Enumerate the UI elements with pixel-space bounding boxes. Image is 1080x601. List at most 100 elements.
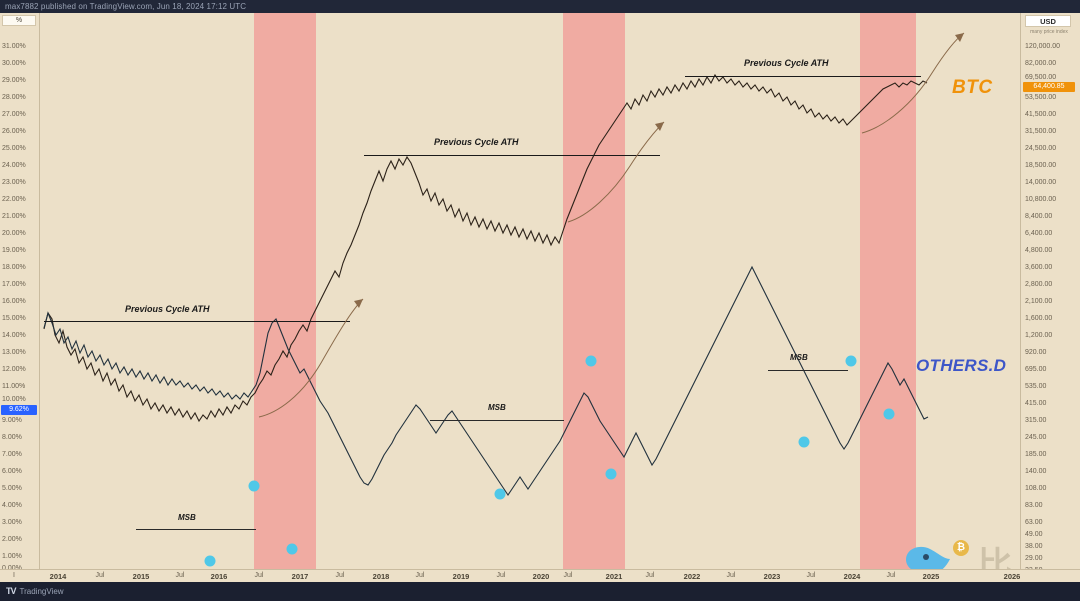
marker-2 xyxy=(248,480,260,492)
left-axis-tick: 23.00% xyxy=(2,179,26,186)
time-axis-tick: Jul xyxy=(726,572,736,579)
others-dominance-series xyxy=(43,265,929,496)
time-axis-tick: 2014 xyxy=(49,572,67,581)
time-axis-tick: I xyxy=(13,572,15,579)
msb-label-1: MSB xyxy=(178,513,196,522)
left-axis-tick: 8.00% xyxy=(2,434,22,441)
left-axis-tick: 18.00% xyxy=(2,264,26,271)
right-axis-current-value: 64,400.85 xyxy=(1023,82,1075,92)
time-axis-tick: 2024 xyxy=(843,572,861,581)
left-axis-tick: 6.00% xyxy=(2,468,22,475)
btc-price-series xyxy=(43,73,928,423)
right-axis-unit-header: USD xyxy=(1025,15,1071,27)
cycle-band-1 xyxy=(254,13,316,569)
left-axis-tick: 26.00% xyxy=(2,128,26,135)
left-axis-tick: 10.00% xyxy=(2,396,26,403)
left-axis-tick: 1.00% xyxy=(2,553,22,560)
right-axis-tick: 6,400.00 xyxy=(1025,230,1053,237)
time-axis-tick: Jul xyxy=(335,572,345,579)
right-axis-tick: 315.00 xyxy=(1025,417,1047,424)
time-axis-tick: 2025 xyxy=(922,572,940,581)
right-axis-tick: 1,600.00 xyxy=(1025,315,1053,322)
right-axis-subheader: many price index xyxy=(1030,29,1068,35)
left-axis-unit-header: % xyxy=(2,15,36,26)
left-axis-tick: 2.00% xyxy=(2,536,22,543)
right-axis-tick: 29.00 xyxy=(1025,555,1043,562)
right-axis-tick: 2,100.00 xyxy=(1025,298,1053,305)
marker-8 xyxy=(845,355,857,367)
right-axis-tick: 415.00 xyxy=(1025,400,1047,407)
right-axis-tick: 69,500.00 xyxy=(1025,74,1057,81)
time-axis[interactable]: I 2014 Jul 2015 Jul 2016 Jul 2017 Jul 20… xyxy=(0,569,1080,582)
time-axis-tick: 2015 xyxy=(132,572,150,581)
left-axis-tick: 28.00% xyxy=(2,94,26,101)
left-axis-tick: 14.00% xyxy=(2,332,26,339)
prev-cycle-ath-line-2 xyxy=(364,155,660,156)
left-axis-tick: 13.00% xyxy=(2,349,26,356)
left-axis-tick: 27.00% xyxy=(2,111,26,118)
left-price-axis[interactable]: % 31.00% 30.00% 29.00% 28.00% 27.00% 26.… xyxy=(0,13,40,572)
time-axis-tick: 2021 xyxy=(605,572,623,581)
left-axis-tick: 30.00% xyxy=(2,60,26,67)
time-axis-tick: 2017 xyxy=(291,572,309,581)
watermark-coin-icon: ₿ xyxy=(953,540,969,556)
msb-label-3: MSB xyxy=(790,353,808,362)
right-axis-tick: 108.00 xyxy=(1025,485,1047,492)
publisher-bar: max7882 published on TradingView.com, Ju… xyxy=(0,0,1080,13)
msb-line-1 xyxy=(136,529,256,530)
right-axis-tick: 695.00 xyxy=(1025,366,1047,373)
right-axis-tick: 83.00 xyxy=(1025,502,1043,509)
left-axis-tick: 19.00% xyxy=(2,247,26,254)
time-axis-tick: Jul xyxy=(886,572,896,579)
prev-cycle-ath-label-2: Previous Cycle ATH xyxy=(434,137,519,147)
time-axis-tick: 2023 xyxy=(763,572,781,581)
left-axis-tick: 16.00% xyxy=(2,298,26,305)
left-axis-tick: 24.00% xyxy=(2,162,26,169)
time-axis-tick: Jul xyxy=(806,572,816,579)
right-axis-tick: 49.00 xyxy=(1025,531,1043,538)
left-axis-tick: 21.00% xyxy=(2,213,26,220)
left-axis-tick: 22.00% xyxy=(2,196,26,203)
left-axis-tick: 15.00% xyxy=(2,315,26,322)
left-axis-tick: 9.00% xyxy=(2,417,22,424)
right-axis-tick: 24,500.00 xyxy=(1025,145,1057,152)
right-axis-tick: 63.00 xyxy=(1025,519,1043,526)
tradingview-logo-text: TradingView xyxy=(19,587,64,596)
prev-cycle-ath-line-3 xyxy=(685,76,921,77)
prev-cycle-ath-label-1: Previous Cycle ATH xyxy=(125,304,210,314)
msb-line-3 xyxy=(768,370,848,371)
right-axis-tick: 4,800.00 xyxy=(1025,247,1053,254)
left-axis-tick: 5.00% xyxy=(2,485,22,492)
right-axis-tick: 1,200.00 xyxy=(1025,332,1053,339)
tradingview-logo-icon: TV xyxy=(6,586,16,596)
left-axis-tick: 29.00% xyxy=(2,77,26,84)
right-axis-tick: 10,800.00 xyxy=(1025,196,1057,203)
left-axis-tick: 31.00% xyxy=(2,43,26,50)
time-axis-tick: Jul xyxy=(254,572,264,579)
right-axis-tick: 245.00 xyxy=(1025,434,1047,441)
btc-series-label: BTC xyxy=(952,77,993,98)
left-axis-tick: 4.00% xyxy=(2,502,22,509)
right-axis-tick: 535.00 xyxy=(1025,383,1047,390)
right-axis-tick: 120,000.00 xyxy=(1025,43,1061,50)
time-axis-tick: 2018 xyxy=(372,572,390,581)
prev-cycle-ath-curve-2 xyxy=(567,121,665,223)
others-series-label: OTHERS.D xyxy=(916,356,1007,375)
time-axis-tick: 2022 xyxy=(683,572,701,581)
right-price-axis[interactable]: USD many price index 120,000.00 82,000.0… xyxy=(1020,13,1080,574)
time-axis-tick: 2020 xyxy=(532,572,550,581)
cycle-band-3 xyxy=(860,13,916,569)
left-axis-tick: 11.00% xyxy=(2,383,26,390)
marker-6 xyxy=(605,468,617,480)
plot-area[interactable]: Previous Cycle ATH Previous Cycle ATH Pr… xyxy=(40,13,1020,569)
right-axis-tick: 185.00 xyxy=(1025,451,1047,458)
right-axis-tick: 41,500.00 xyxy=(1025,111,1057,118)
time-axis-tick: Jul xyxy=(95,572,105,579)
left-axis-tick: 20.00% xyxy=(2,230,26,237)
time-axis-tick: 2026 xyxy=(1003,572,1021,581)
marker-4 xyxy=(494,488,506,500)
prev-cycle-ath-curve-3 xyxy=(861,32,965,134)
right-axis-tick: 53,500.00 xyxy=(1025,94,1057,101)
right-axis-tick: 14,000.00 xyxy=(1025,179,1057,186)
